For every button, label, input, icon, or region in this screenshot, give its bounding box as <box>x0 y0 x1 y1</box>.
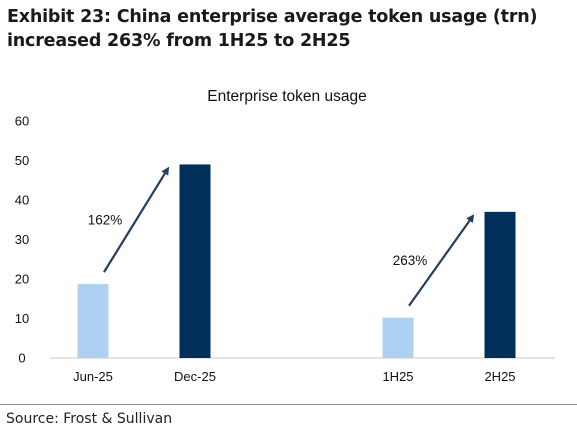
footer-divider <box>0 404 577 405</box>
x-tick-label: 1H25 <box>382 369 413 384</box>
exhibit-title: Exhibit 23: China enterprise average tok… <box>7 5 572 53</box>
y-axis: 0 10 20 30 40 50 60 <box>15 114 29 366</box>
x-tick-label: Jun-25 <box>73 369 113 384</box>
y-tick-label: 50 <box>15 153 29 168</box>
y-tick-label: 0 <box>18 351 25 366</box>
bar-2h25 <box>484 211 516 358</box>
y-tick-label: 20 <box>15 272 29 287</box>
bar-1h25 <box>382 317 414 358</box>
bars <box>77 164 516 358</box>
chart-title: Enterprise token usage <box>207 88 366 105</box>
x-axis: Jun-25 Dec-25 1H25 2H25 <box>73 369 515 384</box>
x-tick-label: Dec-25 <box>174 369 216 384</box>
growth-annotations: 162% 263% <box>88 166 475 307</box>
bar-dec-25 <box>179 164 211 358</box>
growth-arrow <box>408 214 475 307</box>
growth-label: 162% <box>88 212 123 227</box>
x-tick-label: 2H25 <box>484 369 515 384</box>
growth-arrow <box>103 166 170 273</box>
source-note: Source: Frost & Sullivan <box>6 411 173 427</box>
y-tick-label: 30 <box>15 232 29 247</box>
y-tick-label: 10 <box>15 311 29 326</box>
y-tick-label: 60 <box>15 114 29 129</box>
exhibit-title-line-2: increased 263% from 1H25 to 2H25 <box>7 31 351 51</box>
bar-jun-25 <box>77 284 109 358</box>
growth-label: 263% <box>393 253 428 268</box>
token-usage-chart: Enterprise token usage 0 10 20 30 40 50 60 Jun… <box>15 88 555 384</box>
y-tick-label: 40 <box>15 193 29 208</box>
exhibit-title-line-1: Exhibit 23: China enterprise average tok… <box>7 7 538 27</box>
